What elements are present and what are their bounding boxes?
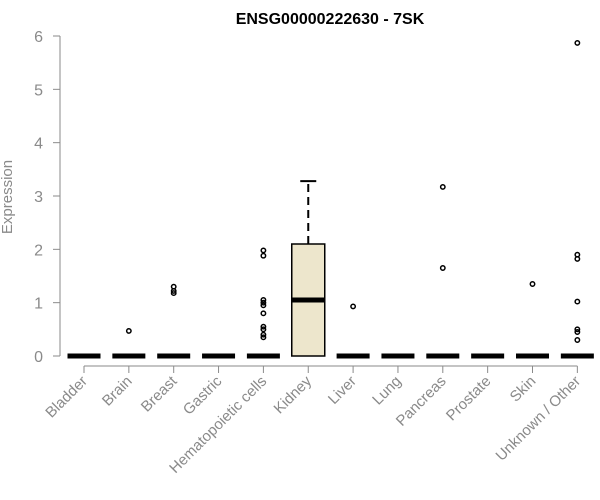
outlier-point <box>260 310 267 317</box>
outlier-point <box>350 303 357 310</box>
y-tick-label: 0 <box>34 349 43 366</box>
x-tick-label: Lung <box>369 373 405 409</box>
x-tick-label: Breast <box>138 372 181 415</box>
boxes-group <box>67 39 594 359</box>
y-tick-label: 5 <box>34 82 43 99</box>
outlier-point <box>574 298 581 305</box>
outlier-point <box>260 299 267 306</box>
outlier-point <box>574 337 581 343</box>
box-brain <box>112 327 146 359</box>
x-tick-label: Prostate <box>443 373 495 425</box>
outlier-point <box>260 334 267 341</box>
outlier-point <box>125 327 132 334</box>
box-liver <box>336 303 370 359</box>
y-tick-label: 1 <box>34 296 43 313</box>
box-unknown-other <box>560 39 594 359</box>
outlier-point <box>529 281 536 287</box>
y-tick-label: 6 <box>34 29 43 46</box>
outlier-point <box>260 302 267 309</box>
chart-title: ENSG00000222630 - 7SK <box>236 11 425 28</box>
x-tick-label: Unknown / Other <box>493 373 585 465</box>
outlier-point <box>439 265 446 271</box>
x-tick-label: Liver <box>325 373 360 408</box>
outlier-point <box>260 331 267 338</box>
outlier-point <box>439 183 446 190</box>
outlier-point <box>574 329 581 335</box>
outlier-point <box>260 326 267 333</box>
x-tick-label: Pancreas <box>393 373 450 430</box>
box-kidney <box>291 180 326 357</box>
x-tick-label: Bladder <box>42 373 91 422</box>
outlier-point <box>574 326 581 333</box>
x-tick-label: Skin <box>507 373 540 406</box>
outlier-point <box>170 283 177 290</box>
outlier-point <box>170 290 177 297</box>
outlier-point <box>574 251 581 258</box>
outlier-point <box>260 297 267 303</box>
y-tick-label: 4 <box>34 136 43 153</box>
y-tick-label: 3 <box>34 189 43 206</box>
box-hematopoietic-cells <box>246 247 280 359</box>
outlier-point <box>260 252 267 259</box>
box-breast <box>157 283 191 359</box>
y-axis: 0 1 2 3 4 5 6 <box>34 29 61 366</box>
box-pancreas <box>426 183 460 359</box>
outlier-point <box>260 323 267 330</box>
outlier-point <box>260 247 267 254</box>
y-tick-label: 2 <box>34 242 43 259</box>
x-tick-label: Brain <box>99 373 136 410</box>
x-tick-label: Kidney <box>271 372 316 417</box>
box-skin <box>516 281 549 359</box>
y-axis-label: Expression <box>0 160 16 234</box>
outlier-point <box>574 39 581 46</box>
